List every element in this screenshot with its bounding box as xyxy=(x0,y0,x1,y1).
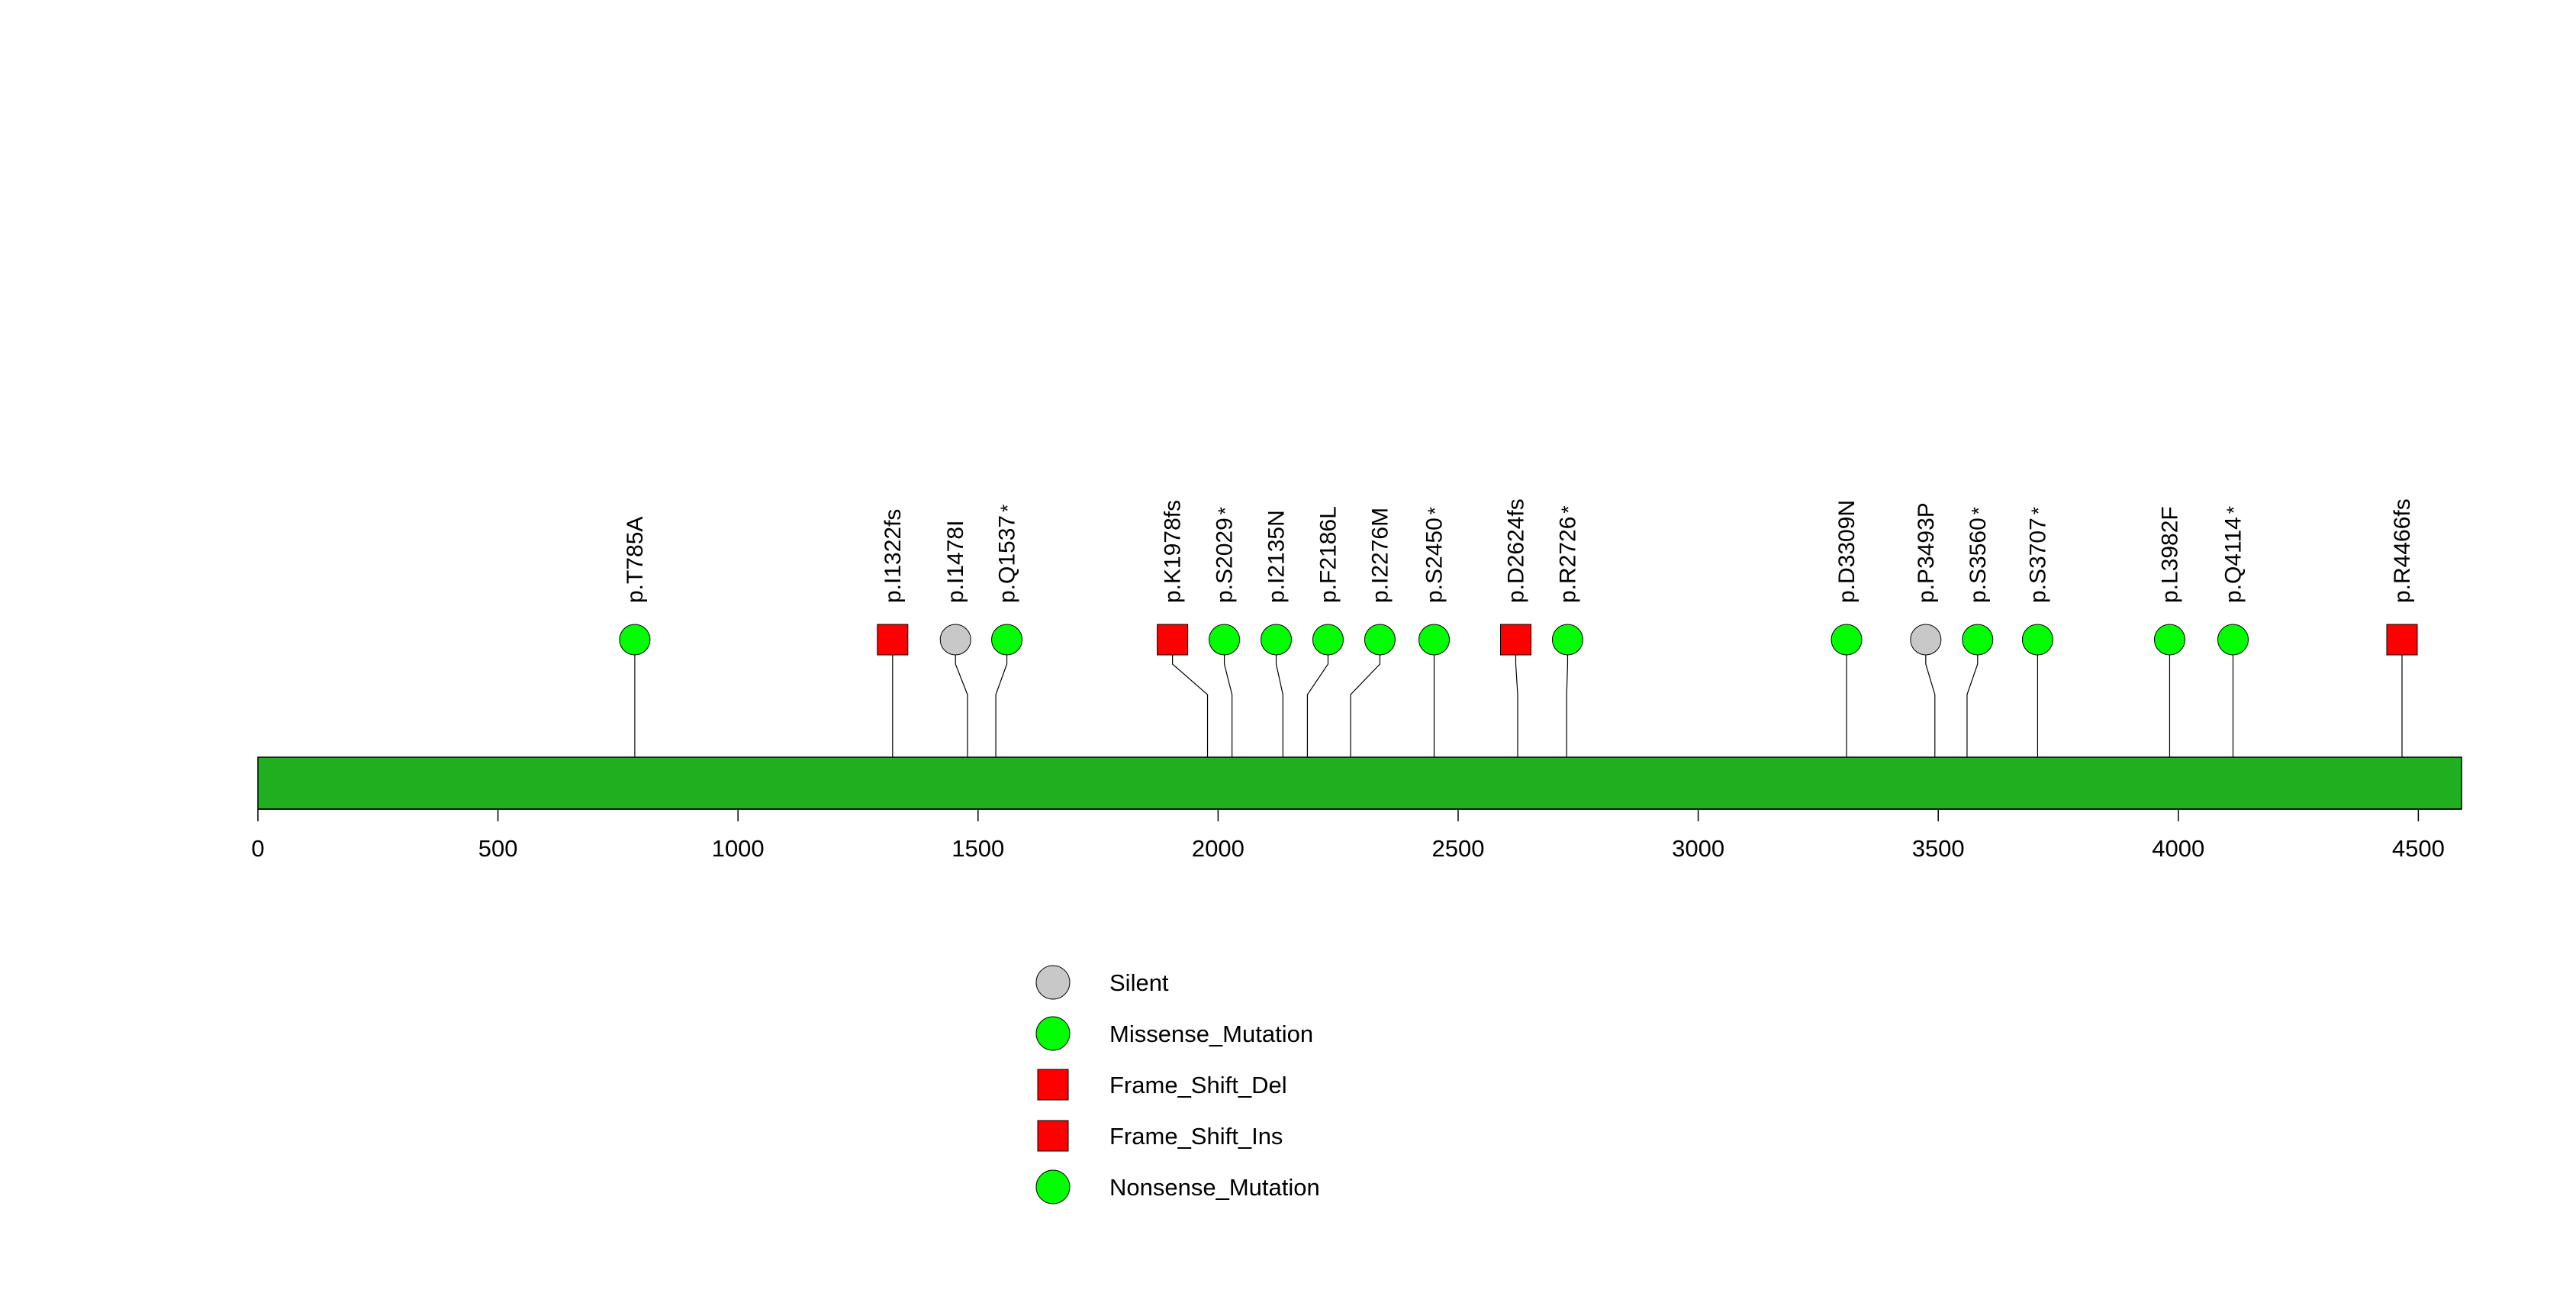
mutation-label-text: p.S2029 xyxy=(1212,518,1238,603)
x-tick-label: 1500 xyxy=(952,835,1004,862)
mutation-label-text: p.R2726 xyxy=(1555,517,1580,603)
nonsense-star: * xyxy=(997,505,1019,512)
frameshift-marker xyxy=(877,624,909,656)
nonsense-marker xyxy=(2021,624,2053,656)
x-tick-label: 0 xyxy=(251,835,264,862)
nonsense-marker xyxy=(1209,624,1241,656)
mutation-label: p.T785A xyxy=(623,517,648,603)
mutation-label: p.I2135N xyxy=(1264,510,1290,603)
frameshift-marker xyxy=(1157,624,1189,656)
mutation-label: p.I2276M xyxy=(1367,508,1393,603)
mutation-label-text: p.S2450 xyxy=(1422,518,1447,603)
mutation-label-text: p.I1322fs xyxy=(881,509,906,603)
mutation-label: p.L3982F xyxy=(2157,506,2182,603)
frameshift-marker xyxy=(1499,624,1531,656)
mutation-label-text: p.R4466fs xyxy=(2390,498,2415,603)
nonsense-marker xyxy=(1962,624,1994,656)
legend-square-icon xyxy=(1037,1069,1069,1101)
mutation-label-text: p.D3309N xyxy=(1834,500,1860,603)
legend-label: Frame_Shift_Del xyxy=(1109,1072,1287,1098)
mutation-label: p.I1478I xyxy=(943,521,968,603)
missense-marker xyxy=(619,624,651,656)
mutation-label: p.S2029 * xyxy=(1212,507,1238,603)
nonsense-star: * xyxy=(1557,505,1579,513)
frameshift-marker xyxy=(2386,624,2418,656)
mutation-label: p.F2186L xyxy=(1315,506,1341,603)
mutation-label-text: p.I2276M xyxy=(1367,508,1393,603)
nonsense-star: * xyxy=(2027,507,2050,514)
silent-marker xyxy=(939,624,971,656)
mutation-label: p.Q1537 * xyxy=(995,505,1020,603)
mutation-label: p.D2624fs xyxy=(1503,498,1528,603)
legend: Silent Missense_Mutation Frame_Shift_Del Fr… xyxy=(1035,965,1320,1205)
mutation-label: p.I1322fs xyxy=(881,509,906,603)
protein-bar xyxy=(257,756,2462,810)
legend-label: Nonsense_Mutation xyxy=(1109,1174,1320,1201)
nonsense-star: * xyxy=(1214,507,1237,514)
mutation-label-text: p.T785A xyxy=(623,517,648,603)
mutation-label-text: p.Q1537 xyxy=(995,515,1020,603)
x-tick-label: 1000 xyxy=(712,835,765,862)
mutation-label-text: p.F2186L xyxy=(1315,506,1341,603)
nonsense-marker xyxy=(2217,624,2249,656)
nonsense-star: * xyxy=(1967,507,1990,514)
x-tick-label: 3500 xyxy=(1912,835,1965,862)
mutation-label: p.P3493P xyxy=(1914,502,1939,603)
nonsense-marker xyxy=(991,624,1023,656)
legend-circle-icon xyxy=(1035,965,1071,1000)
mutation-label-text: p.L3982F xyxy=(2157,506,2182,603)
mutation-label: p.Q4114 * xyxy=(2221,506,2246,603)
mutation-label: p.R4466fs xyxy=(2390,498,2415,603)
legend-label: Silent xyxy=(1109,969,1169,996)
nonsense-star: * xyxy=(1424,507,1447,514)
mutation-label-text: p.I2135N xyxy=(1264,510,1290,603)
mutation-label: p.S2450 * xyxy=(1422,507,1447,603)
mutation-markers xyxy=(619,624,2418,656)
mutation-label: p.S3560 * xyxy=(1966,507,1991,603)
mutation-label-text: p.S3707 xyxy=(2025,518,2050,603)
missense-marker xyxy=(1312,624,1344,656)
missense-marker xyxy=(1831,624,1863,656)
legend-label: Missense_Mutation xyxy=(1109,1021,1313,1047)
mutation-label: p.K1978fs xyxy=(1161,500,1186,603)
x-tick-label: 2000 xyxy=(1192,835,1245,862)
x-tick-label: 500 xyxy=(478,835,518,862)
mutation-label: p.D3309N xyxy=(1834,500,1860,603)
mutation-labels: p.T785A p.I1322fs p.I1478I p.Q1537 * p.K1978f… xyxy=(623,498,2415,603)
nonsense-star: * xyxy=(2223,506,2246,514)
missense-marker xyxy=(1364,624,1396,656)
legend-circle-icon xyxy=(1035,1169,1071,1205)
legend-circle-icon xyxy=(1035,1016,1071,1051)
x-tick-label: 2500 xyxy=(1432,835,1485,862)
missense-marker xyxy=(1261,624,1293,656)
nonsense-marker xyxy=(1551,624,1583,656)
legend-label: Frame_Shift_Ins xyxy=(1109,1123,1283,1150)
mutation-label: p.S3707 * xyxy=(2025,507,2050,603)
nonsense-marker xyxy=(1418,624,1451,656)
legend-square-icon xyxy=(1037,1120,1069,1152)
mutation-label-text: p.D2624fs xyxy=(1503,498,1528,603)
x-axis: 0 500 1000 1500 2000 2500 3000 3500 4000 4500 xyxy=(251,808,2462,862)
x-tick-label: 3000 xyxy=(1672,835,1724,862)
mutation-label: p.R2726 * xyxy=(1555,505,1580,603)
x-tick-label: 4500 xyxy=(2392,835,2445,862)
mutation-label-text: p.Q4114 xyxy=(2221,517,2246,603)
mutation-label-text: p.S3560 xyxy=(1966,518,1991,603)
x-tick-label: 4000 xyxy=(2152,835,2204,862)
mutation-label-text: p.K1978fs xyxy=(1161,500,1186,603)
silent-marker xyxy=(1910,624,1942,656)
missense-marker xyxy=(2153,624,2185,656)
mutation-label-text: p.P3493P xyxy=(1914,502,1939,603)
mutation-label-text: p.I1478I xyxy=(943,521,968,603)
